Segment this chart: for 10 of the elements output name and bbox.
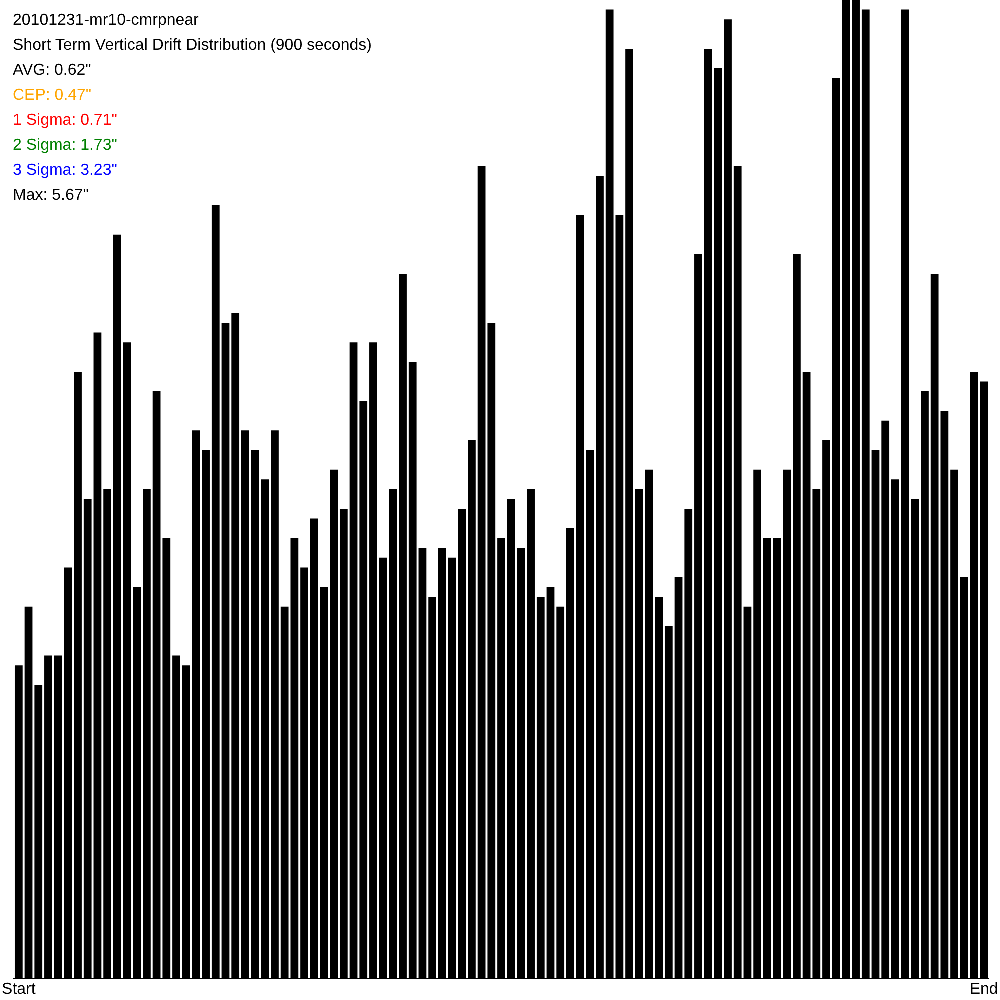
x-tick-label: Start: [2, 980, 36, 998]
annotation: 3 Sigma: 3.23": [13, 161, 118, 181]
annotation: CEP: 0.47": [13, 86, 93, 106]
text: Short Term Vertical Drift Distribution (900 seconds): [13, 36, 372, 56]
annotation: 2 Sigma: 1.73": [13, 136, 118, 156]
x-tick-label: End: [970, 980, 998, 998]
annotation: AVG: 0.62": [13, 61, 92, 81]
annotation: 1 Sigma: 0.71": [13, 111, 118, 131]
text: 20101231-mr10-cmrpnear: [13, 11, 200, 31]
annotation: Max: 5.67": [13, 186, 90, 206]
